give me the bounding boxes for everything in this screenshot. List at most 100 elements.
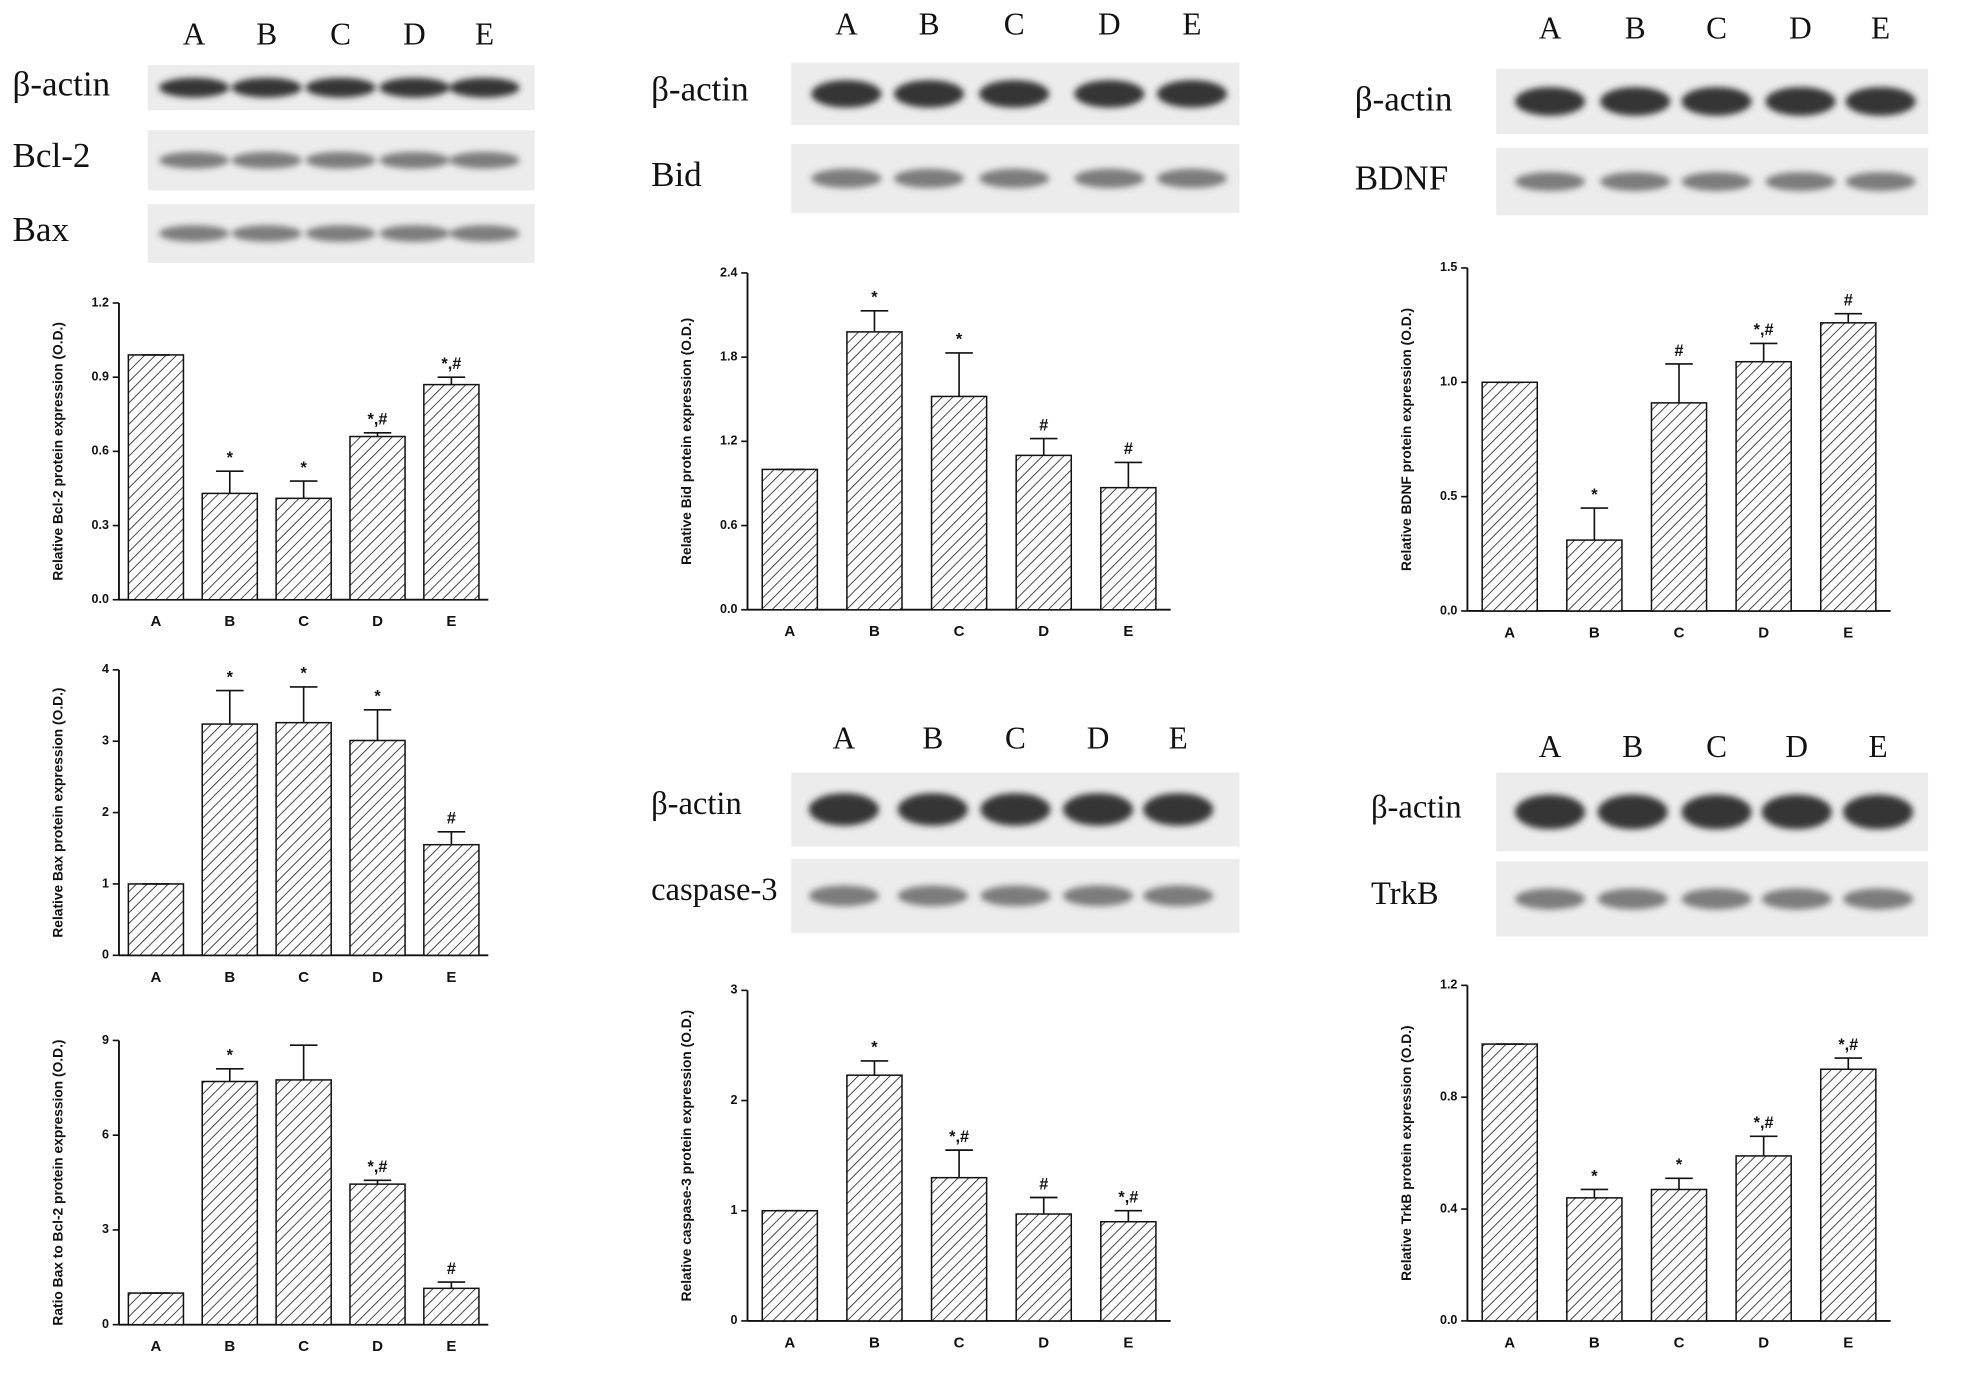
y-tick-label: 6 <box>102 1127 109 1141</box>
x-tick-label: D <box>372 1338 383 1355</box>
significance-label: *,# <box>1754 1114 1774 1132</box>
error-bar <box>437 376 466 385</box>
significance-label: *,# <box>368 411 388 429</box>
blot-band <box>305 77 376 98</box>
lane-label: C <box>1706 10 1727 45</box>
blot-band <box>1063 793 1134 826</box>
lane-label: E <box>1182 7 1201 42</box>
bar <box>1015 1213 1073 1322</box>
lane-label: B <box>1625 10 1646 45</box>
significance-label: * <box>374 688 381 706</box>
blot-band <box>1074 80 1145 108</box>
y-tick-label: 0.6 <box>92 444 109 458</box>
x-tick-label: C <box>298 613 309 630</box>
blot-band <box>811 80 882 108</box>
bar <box>349 1183 406 1326</box>
significance-label: * <box>227 668 234 686</box>
bar <box>1015 454 1073 611</box>
x-tick-label: A <box>150 1338 161 1355</box>
blot-band <box>1843 794 1914 830</box>
error-bar <box>363 432 392 437</box>
error-bar <box>945 1149 973 1178</box>
x-tick-label: E <box>446 613 456 630</box>
y-tick-label: 1.2 <box>92 295 109 309</box>
blot-band <box>1845 87 1916 116</box>
lane-label: D <box>1785 729 1808 764</box>
lane-label: A <box>835 7 858 42</box>
x-tick-label: D <box>1758 625 1769 642</box>
y-tick-label: 1 <box>102 876 109 890</box>
y-tick-label: 3 <box>102 1222 109 1236</box>
lane-label: C <box>330 17 351 52</box>
y-tick-label: 0.8 <box>1440 1090 1457 1104</box>
significance-label: *,# <box>1754 321 1774 339</box>
blot-row-label: β-actin <box>1355 80 1453 119</box>
x-tick-label: E <box>1843 625 1853 642</box>
blot-band <box>305 225 376 242</box>
bar <box>127 354 185 601</box>
bar <box>1650 1188 1708 1322</box>
y-axis-label: Relative TrkB protein expression (O.D.) <box>1399 1025 1414 1281</box>
blot-bands <box>811 80 1228 108</box>
bar <box>1481 381 1539 612</box>
significance-label: # <box>1844 291 1853 309</box>
blot-band <box>1681 794 1752 830</box>
blot-band <box>379 225 450 242</box>
x-tick-label: D <box>1038 623 1049 640</box>
bar <box>846 331 903 611</box>
blot-band <box>893 80 965 108</box>
significance-label: *,# <box>949 1128 969 1146</box>
error-bar <box>945 352 973 397</box>
y-tick-label: 0.0 <box>720 602 737 616</box>
blot-row-label: Bcl-2 <box>13 136 91 175</box>
lane-label: A <box>1539 729 1562 764</box>
blot-band <box>231 77 302 98</box>
blot-row-label: caspase-3 <box>651 872 778 908</box>
blot-band <box>1156 80 1228 108</box>
blot-bands <box>159 225 520 242</box>
blot-band <box>979 168 1050 189</box>
significance-label: * <box>227 1047 234 1065</box>
y-axis-label: Ratio Bax to Bcl-2 protein expression (O… <box>51 1040 66 1326</box>
y-tick-label: 0.6 <box>720 518 737 532</box>
blot-band <box>1843 888 1914 910</box>
lane-label: D <box>1789 10 1812 45</box>
y-tick-label: 0 <box>731 1313 738 1327</box>
blot-row-label: TrkB <box>1371 876 1439 912</box>
blot-band <box>980 885 1051 907</box>
y-axis-label: Relative Bax protein expression (O.D.) <box>51 687 66 937</box>
bar <box>1100 1220 1157 1322</box>
blot-row-label: β-actin <box>13 65 111 104</box>
error-bar <box>216 470 244 494</box>
blot-band <box>379 151 450 169</box>
significance-label: * <box>300 665 307 683</box>
blot-row-label: BDNF <box>1355 159 1449 198</box>
x-tick-label: B <box>1589 625 1600 642</box>
significance-label: * <box>871 1039 878 1057</box>
x-tick-label: E <box>446 1338 456 1355</box>
blot-band <box>449 77 520 98</box>
x-tick-label: D <box>372 969 383 986</box>
bar <box>201 1080 259 1326</box>
error-bar <box>1029 1196 1058 1215</box>
x-tick-label: B <box>224 969 235 986</box>
x-tick-label: C <box>1674 625 1685 642</box>
significance-label: # <box>1039 1175 1048 1193</box>
y-axis-label: Relative Bid protein expression (O.D.) <box>679 318 694 565</box>
error-bar <box>1665 1177 1693 1190</box>
bar <box>761 1209 819 1322</box>
blot-row-label: β-actin <box>651 70 749 109</box>
y-tick-label: 9 <box>102 1033 109 1047</box>
lane-label: E <box>1871 10 1890 45</box>
x-tick-label: D <box>372 613 383 630</box>
x-tick-label: B <box>869 623 880 640</box>
significance-label: # <box>1674 342 1683 360</box>
lane-label: A <box>1539 10 1562 45</box>
lane-label: E <box>1169 720 1188 755</box>
blot-band <box>1143 885 1214 907</box>
blot-bands <box>1514 172 1916 192</box>
blot-band <box>231 225 302 242</box>
bar <box>275 1079 332 1326</box>
x-tick-label: A <box>784 623 795 640</box>
significance-label: *,# <box>368 1158 388 1176</box>
